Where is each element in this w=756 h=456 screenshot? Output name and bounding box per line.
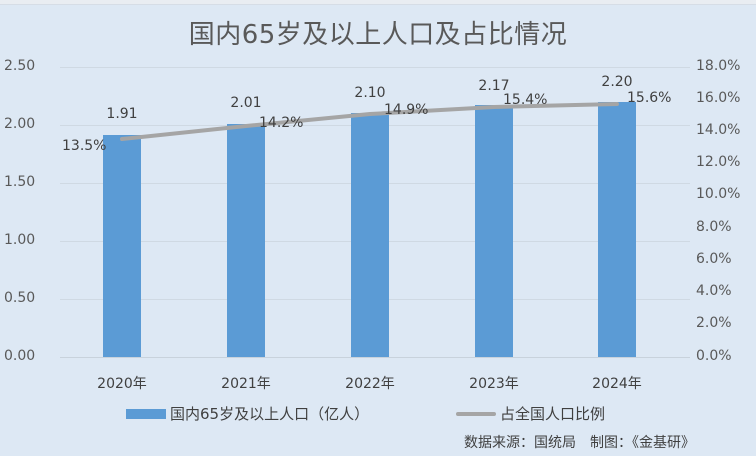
legend-bar-label: 国内65岁及以上人口（亿人） bbox=[170, 405, 370, 423]
legend-item-bar: 国内65岁及以上人口（亿人） bbox=[126, 403, 369, 424]
legend-bar-swatch-icon bbox=[126, 408, 166, 419]
chart-title: 国内65岁及以上人口及占比情况 bbox=[188, 20, 568, 50]
bar-2021 bbox=[227, 124, 265, 357]
legend-line-label: 占全国人口比例 bbox=[500, 405, 606, 423]
bar-2024 bbox=[598, 102, 636, 357]
bar-2023 bbox=[475, 105, 513, 357]
legend-item-line: 占全国人口比例 bbox=[456, 403, 605, 424]
legend-line-swatch-icon bbox=[456, 411, 496, 416]
top-border bbox=[0, 0, 756, 5]
bar-2022 bbox=[351, 113, 389, 357]
bar-2020 bbox=[103, 135, 141, 357]
source-note: 数据来源：国统局 制图：《金基研》 bbox=[464, 435, 695, 451]
